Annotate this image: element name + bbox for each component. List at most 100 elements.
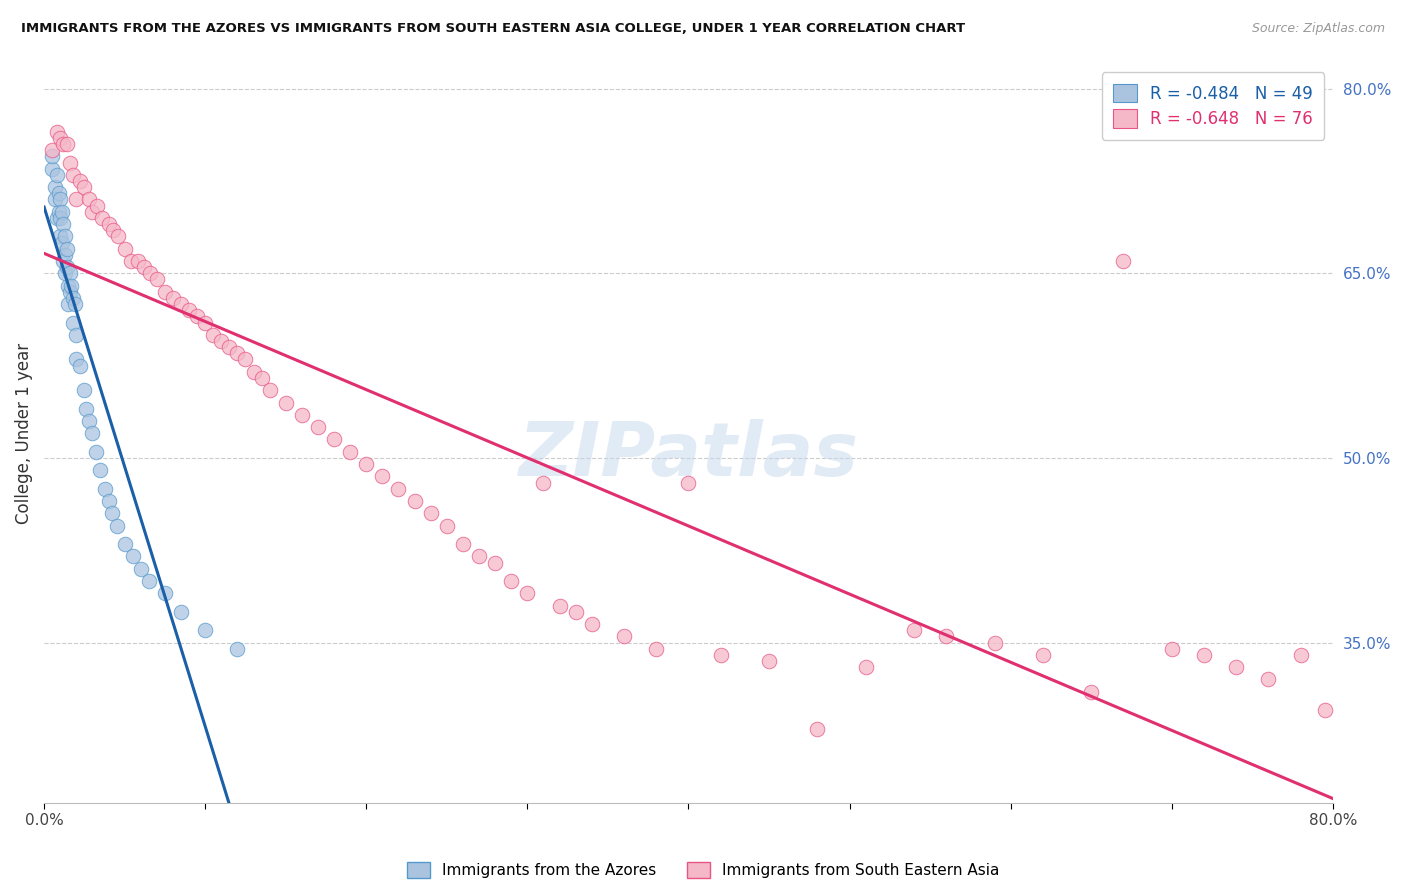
Point [91,211,114,225]
Point [436,518,458,533]
Point [55,137,77,152]
Point [1257,673,1279,687]
Point [1289,648,1312,662]
Point [162,291,184,305]
Point [806,722,828,736]
Point [170,297,193,311]
Point [44,193,66,207]
Text: ZIPatlas: ZIPatlas [519,419,859,492]
Point [226,641,249,656]
Point [58,297,80,311]
Point [73,383,96,397]
Point [59,155,82,169]
Point [59,266,82,280]
Point [48,204,70,219]
Point [1032,648,1054,662]
Point [103,223,125,237]
Point [404,494,426,508]
Point [146,272,169,286]
Point [138,574,160,588]
Point [235,352,257,367]
Point [291,408,314,422]
Point [1225,660,1247,674]
Point [484,556,506,570]
Point [62,316,84,330]
Point [53,248,76,262]
Point [120,254,142,268]
Y-axis label: College, Under 1 year: College, Under 1 year [15,343,32,524]
Point [82,426,104,441]
Point [46,125,69,139]
Point [1313,703,1336,717]
Point [114,537,136,551]
Point [114,242,136,256]
Point [41,143,63,157]
Point [49,131,72,145]
Point [52,254,75,268]
Point [69,174,91,188]
Point [387,482,409,496]
Point [52,217,75,231]
Point [903,624,925,638]
Point [153,586,176,600]
Point [226,346,249,360]
Point [52,137,75,152]
Point [983,635,1005,649]
Point [41,161,63,176]
Point [170,605,193,619]
Point [53,229,76,244]
Point [89,463,111,477]
Point [177,303,200,318]
Point [581,617,603,632]
Point [65,193,87,207]
Point [129,562,152,576]
Point [194,624,217,638]
Point [501,574,523,588]
Point [60,278,83,293]
Point [55,242,77,256]
Point [209,334,232,348]
Point [63,297,86,311]
Point [194,316,217,330]
Point [356,457,378,471]
Point [100,506,122,520]
Point [62,168,84,182]
Point [132,260,155,274]
Point [97,217,120,231]
Point [86,198,108,212]
Point [855,660,877,674]
Point [77,414,100,428]
Point [645,641,668,656]
Point [127,254,149,268]
Point [153,285,176,299]
Point [307,420,329,434]
Point [218,340,240,354]
Point [468,549,491,564]
Point [59,285,82,299]
Point [516,586,538,600]
Point [139,266,162,280]
Point [49,229,72,244]
Point [69,359,91,373]
Point [97,494,120,508]
Point [77,193,100,207]
Point [48,186,70,201]
Point [1160,641,1182,656]
Point [274,395,297,409]
Point [65,352,87,367]
Legend: Immigrants from the Azores, Immigrants from South Eastern Asia: Immigrants from the Azores, Immigrants f… [401,856,1005,885]
Point [1080,685,1102,699]
Point [62,291,84,305]
Point [82,204,104,219]
Point [105,518,128,533]
Point [49,193,72,207]
Point [65,327,87,342]
Point [259,383,281,397]
Point [46,211,69,225]
Point [49,211,72,225]
Point [75,401,97,416]
Point [44,180,66,194]
Point [613,629,636,643]
Point [53,266,76,280]
Point [55,260,77,274]
